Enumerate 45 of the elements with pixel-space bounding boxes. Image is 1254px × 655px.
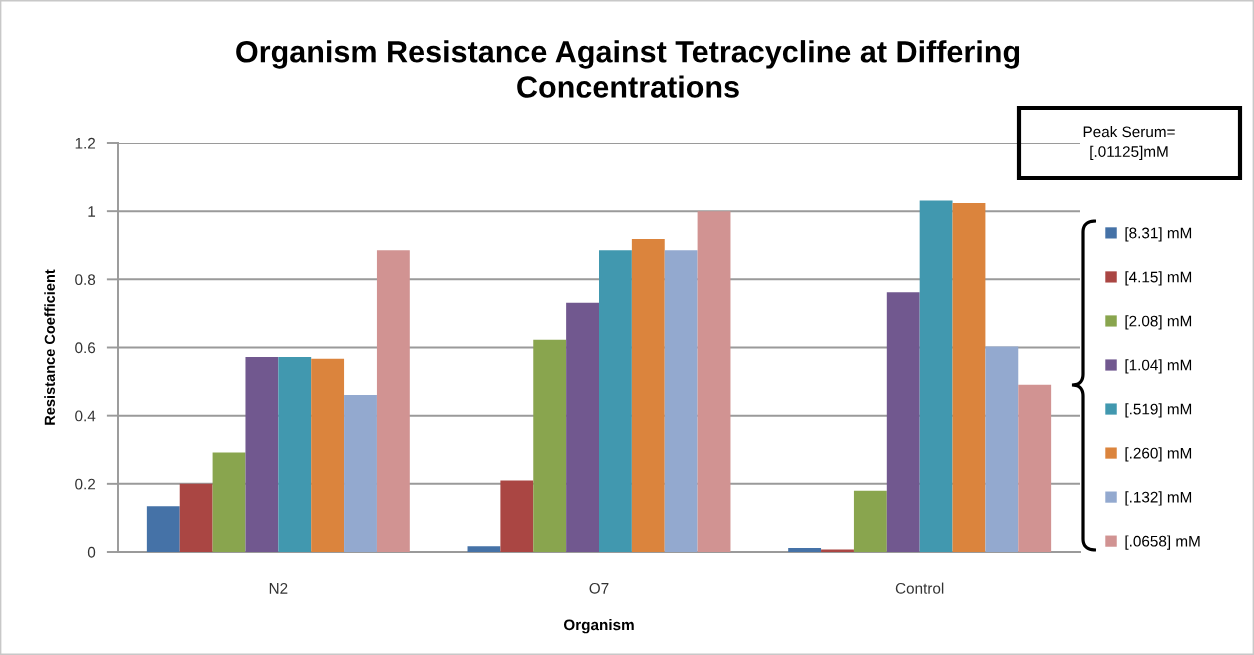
bar [179, 483, 213, 552]
bar [788, 547, 822, 552]
y-tick-label: 0.8 [75, 274, 96, 286]
legend-label: [.519] mM [1125, 403, 1192, 418]
legend-label: [.260] mM [1125, 447, 1192, 462]
bar [344, 394, 377, 552]
bar [376, 250, 410, 552]
bar [245, 357, 279, 552]
bar [212, 452, 246, 552]
chart-title: Organism Resistance Against Tetracycline at Differing Concentrations [236, 40, 1020, 98]
legend-label: [1.04] mM [1125, 359, 1192, 374]
bar [697, 211, 731, 552]
text: Peak Serum= [.01125]mM [1083, 125, 1175, 161]
bar [278, 357, 312, 552]
y-tick-label: 0.4 [75, 410, 96, 422]
y-tick-label: 0.6 [75, 342, 96, 354]
bar [599, 250, 632, 552]
legend-label: [8.31] mM [1125, 227, 1192, 242]
bar [566, 302, 599, 552]
x-tick-label: N2 [269, 582, 288, 594]
y-axis-title: Resistance Coefficient [44, 269, 55, 425]
x-tick-label: Control [895, 582, 944, 594]
legend-label: [.0658] mM [1125, 535, 1200, 550]
legend-label: [.132] mM [1125, 491, 1192, 506]
bar [853, 490, 887, 552]
legend-label: [4.15] mM [1125, 271, 1192, 286]
bar [952, 202, 986, 552]
y-tick-label: 0.2 [75, 478, 96, 490]
y-tick-label: 1.2 [75, 137, 96, 149]
legend-label: [2.08] mM [1125, 315, 1192, 330]
bar [533, 339, 567, 552]
bar [631, 239, 665, 552]
bar [467, 546, 501, 552]
bar [985, 346, 1019, 552]
bar [1018, 384, 1052, 552]
bar [146, 506, 180, 552]
x-tick-label: O7 [589, 582, 609, 594]
bar [664, 250, 698, 552]
bar [919, 200, 953, 552]
y-tick-label: 0 [87, 546, 96, 558]
y-tick-label: 1 [88, 206, 96, 217]
bar [886, 292, 920, 552]
bar [311, 358, 345, 552]
bar [500, 480, 534, 552]
x-axis-title: Organism [563, 619, 634, 634]
